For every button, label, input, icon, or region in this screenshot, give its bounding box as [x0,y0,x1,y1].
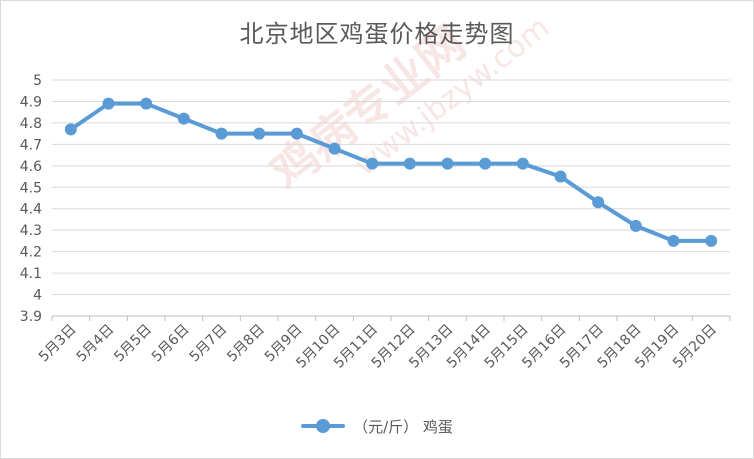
x-tick-label: 5月4日 [74,322,118,366]
data-point [177,112,190,125]
data-point [253,127,266,140]
legend: （元/斤） 鸡蛋 [0,414,754,437]
legend-label: （元/斤） 鸡蛋 [353,417,453,436]
x-tick-label: 5月7日 [187,322,231,366]
y-tick-label: 4.3 [20,223,42,239]
data-point [554,170,567,183]
data-point [328,142,341,155]
data-point [403,157,416,170]
series-line [68,101,714,243]
y-tick-label: 4.1 [20,266,42,282]
y-tick-label: 4.5 [20,180,42,196]
data-point [215,127,228,140]
data-point [366,157,379,170]
y-tick-label: 4.8 [20,116,42,132]
data-point [140,97,153,110]
data-point [479,157,492,170]
y-tick-label: 4.6 [20,159,42,175]
data-point [102,97,115,110]
y-tick-label: 4.7 [20,137,42,153]
data-point [290,127,303,140]
data-point [629,219,642,232]
chart-title: 北京地区鸡蛋价格走势图 [239,20,515,48]
data-point [516,157,529,170]
y-tick-label: 3.9 [20,309,42,325]
x-tick-label: 5月6日 [149,322,193,366]
x-tick-label: 5月5日 [111,322,155,366]
data-point [592,196,605,209]
y-tick-label: 4.2 [20,245,42,261]
y-tick-label: 5 [33,73,42,89]
y-tick-label: 4.4 [20,202,42,218]
legend-marker [301,419,346,433]
data-point [441,157,454,170]
data-point [64,123,77,136]
x-tick-label: 5月3日 [36,322,80,366]
data-point [667,234,680,247]
data-point [705,234,718,247]
y-tick-label: 4.9 [20,94,42,110]
y-tick-label: 4 [33,288,42,304]
x-tick-label: 5月8日 [224,322,268,366]
